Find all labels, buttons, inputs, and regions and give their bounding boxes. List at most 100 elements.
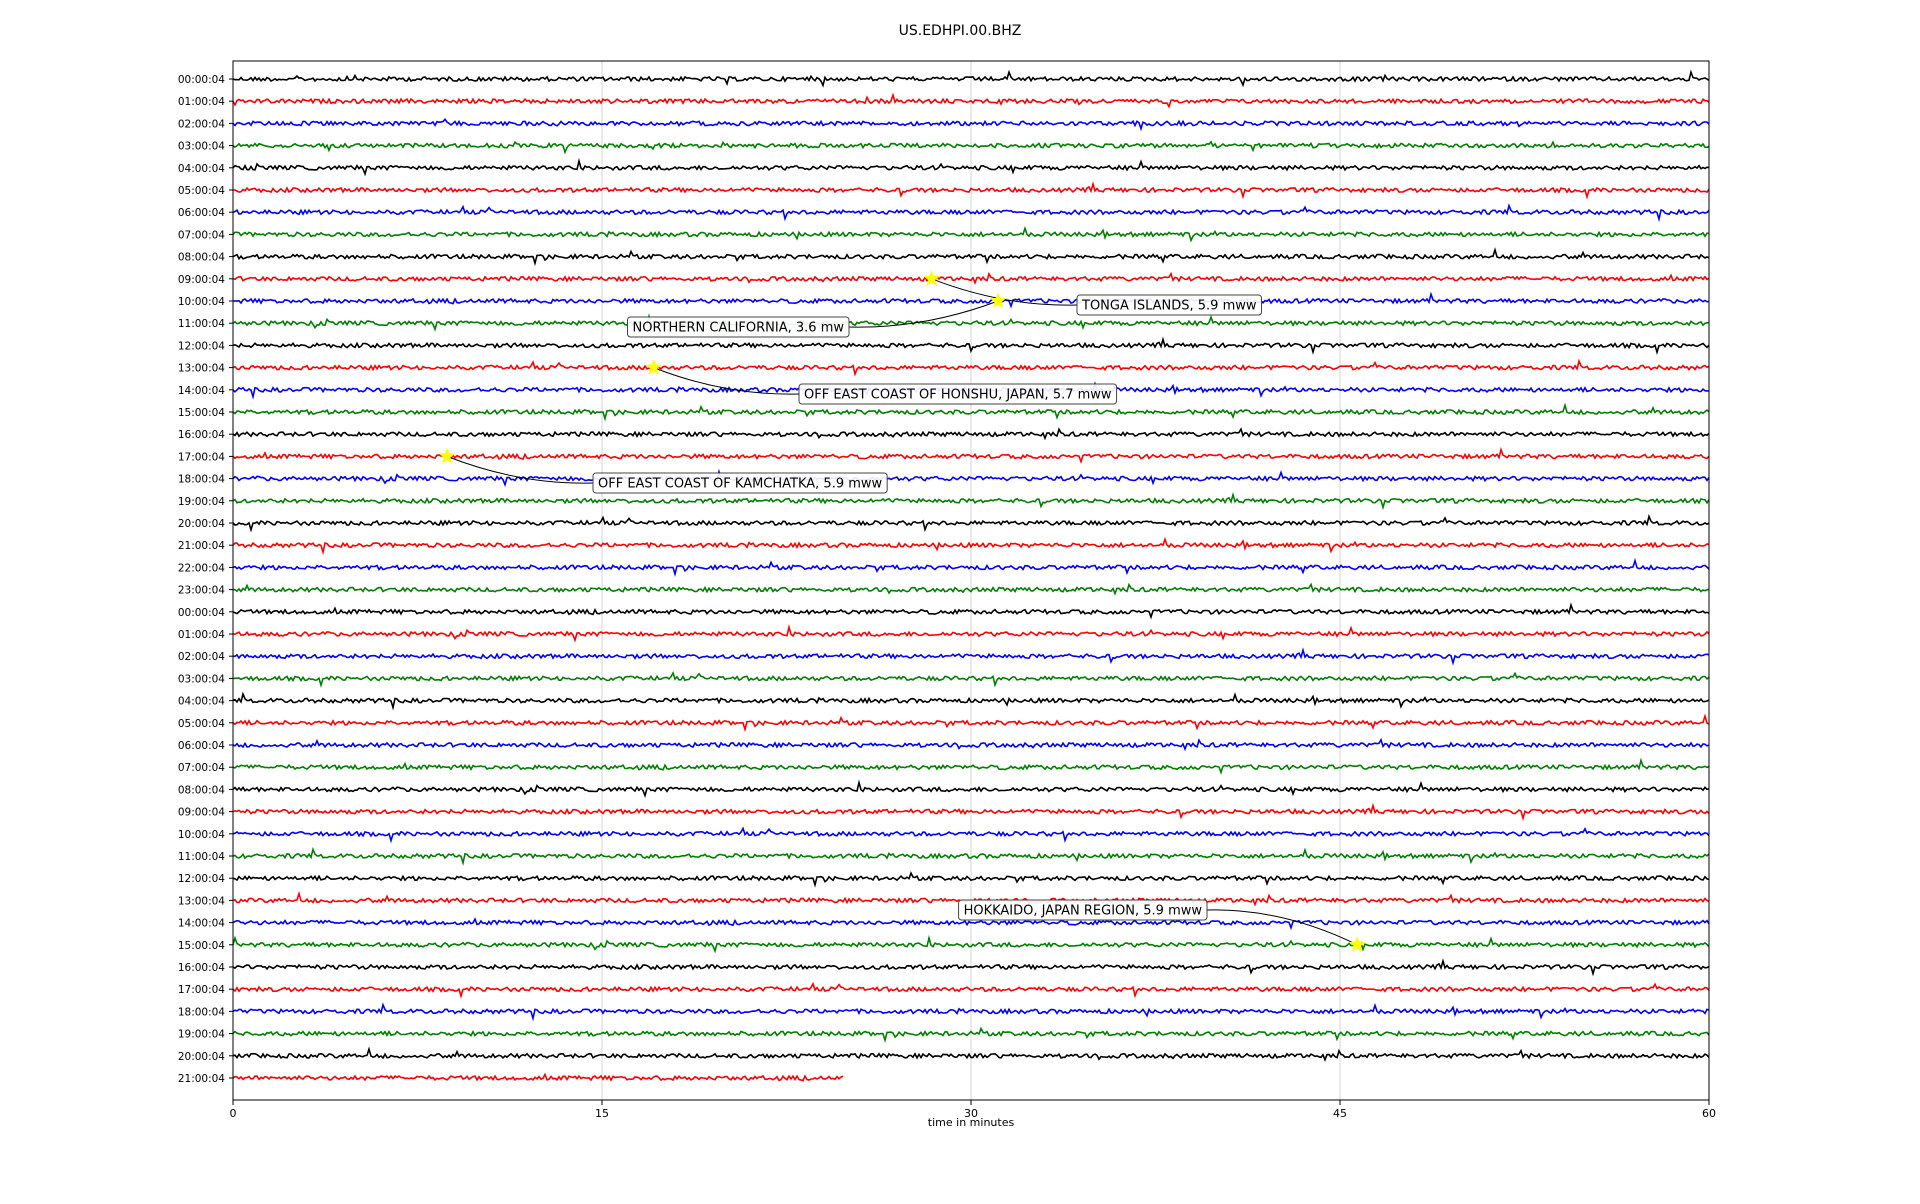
trace-line xyxy=(232,1002,1710,1022)
row-time-label: 07:00:04 xyxy=(178,762,225,774)
row-time-label: 14:00:04 xyxy=(178,385,225,397)
row-time-label: 01:00:04 xyxy=(178,96,225,108)
trace-line xyxy=(232,557,1710,577)
event-annotation: NORTHERN CALIFORNIA, 3.6 mw xyxy=(627,292,1007,338)
trace-line xyxy=(232,313,1710,332)
row-time-label: 09:00:04 xyxy=(178,807,225,819)
event-annotation: TONGA ISLANDS, 5.9 mww xyxy=(923,270,1263,316)
trace-line xyxy=(232,934,1710,954)
row-time-label: 15:00:04 xyxy=(178,407,225,419)
event-star-marker xyxy=(1348,936,1366,952)
trace-line xyxy=(232,1046,1710,1062)
row-time-label: 04:00:04 xyxy=(178,163,225,175)
event-label-box xyxy=(627,316,850,338)
trace-line xyxy=(232,757,1710,775)
row-time-label: 16:00:04 xyxy=(178,429,225,441)
trace-line xyxy=(232,118,1710,132)
event-label: NORTHERN CALIFORNIA, 3.6 mw xyxy=(633,321,845,336)
trace-line xyxy=(232,670,1710,689)
trace-line xyxy=(232,958,1710,977)
row-time-label: 19:00:04 xyxy=(178,496,225,508)
event-label: OFF EAST COAST OF HONSHU, JAPAN, 5.7 mww xyxy=(804,388,1112,403)
trace-line xyxy=(232,826,1710,844)
row-time-label: 09:00:04 xyxy=(178,274,225,286)
row-time-label: 06:00:04 xyxy=(178,207,225,219)
event-label: HOKKAIDO, JAPAN REGION, 5.9 mww xyxy=(964,904,1203,919)
trace-line xyxy=(232,92,1710,109)
trace-line xyxy=(232,737,1710,752)
trace-line xyxy=(232,247,1710,267)
event-connector xyxy=(1206,909,1358,946)
row-time-label: 20:00:04 xyxy=(178,518,225,530)
row-time-label: 04:00:04 xyxy=(178,696,225,708)
row-time-label: 17:00:04 xyxy=(178,984,225,996)
row-time-label: 10:00:04 xyxy=(178,296,225,308)
trace-line xyxy=(232,336,1710,356)
row-time-label: 14:00:04 xyxy=(178,918,225,930)
event-label: OFF EAST COAST OF KAMCHATKA, 5.9 mww xyxy=(598,477,883,492)
row-time-label: 01:00:04 xyxy=(178,629,225,641)
row-time-label: 21:00:04 xyxy=(178,540,225,552)
event-label-box xyxy=(798,383,1118,405)
row-time-label: 10:00:04 xyxy=(178,829,225,841)
row-time-label: 19:00:04 xyxy=(178,1029,225,1041)
event-star-marker xyxy=(438,447,456,464)
row-time-label: 08:00:04 xyxy=(178,784,225,796)
event-label-box xyxy=(592,472,888,494)
x-tick-label: 15 xyxy=(595,1107,609,1120)
row-time-label: 12:00:04 xyxy=(178,873,225,885)
trace-line xyxy=(232,536,1710,556)
row-time-label: 05:00:04 xyxy=(178,185,225,197)
row-time-label: 15:00:04 xyxy=(178,940,225,952)
trace-line xyxy=(232,779,1710,798)
seismogram-traces xyxy=(232,69,1710,1082)
row-time-label: 08:00:04 xyxy=(178,252,225,264)
chart-title: US.EDHPI.00.BHZ xyxy=(899,23,1022,39)
row-time-label: 17:00:04 xyxy=(178,451,225,463)
event-annotation: HOKKAIDO, JAPAN REGION, 5.9 mww xyxy=(958,899,1366,952)
x-tick-label: 60 xyxy=(1702,1107,1716,1120)
row-time-label: 18:00:04 xyxy=(178,1006,225,1018)
event-label-box xyxy=(1076,294,1263,316)
trace-line xyxy=(232,157,1710,177)
x-tick-label: 30 xyxy=(964,1107,978,1120)
trace-line xyxy=(232,1026,1710,1044)
event-connector xyxy=(446,455,594,484)
event-annotations: TONGA ISLANDS, 5.9 mww NORTHERN CALIFORNI… xyxy=(438,270,1366,952)
event-star-marker xyxy=(923,270,940,286)
x-tick-label: 45 xyxy=(1333,1107,1347,1120)
trace-line xyxy=(232,513,1710,533)
trace-line xyxy=(232,468,1710,488)
row-time-label: 03:00:04 xyxy=(178,141,225,153)
event-label-box xyxy=(958,899,1208,921)
trace-line xyxy=(232,647,1710,666)
row-time-label: 22:00:04 xyxy=(178,562,225,574)
trace-line xyxy=(232,846,1710,867)
row-time-label: 07:00:04 xyxy=(178,229,225,241)
event-annotation: OFF EAST COAST OF KAMCHATKA, 5.9 mww xyxy=(438,447,888,494)
row-time-label: 21:00:04 xyxy=(178,1073,225,1085)
row-time-label: 13:00:04 xyxy=(178,895,225,907)
trace-line xyxy=(232,871,1710,888)
trace-line xyxy=(232,582,1710,596)
row-time-label: 05:00:04 xyxy=(178,718,225,730)
row-time-label: 06:00:04 xyxy=(178,740,225,752)
row-time-label: 18:00:04 xyxy=(178,474,225,486)
x-axis-ticks: 0 15 30 45 60 xyxy=(230,1100,1716,1120)
event-label: TONGA ISLANDS, 5.9 mww xyxy=(1081,299,1257,314)
row-time-label: 02:00:04 xyxy=(178,651,225,663)
event-connector xyxy=(653,367,800,395)
row-time-label: 16:00:04 xyxy=(178,962,225,974)
event-star-marker xyxy=(989,292,1007,309)
trace-line xyxy=(232,624,1710,643)
trace-line xyxy=(232,140,1710,155)
event-star-marker xyxy=(645,358,662,375)
trace-line xyxy=(232,225,1710,243)
row-time-label: 00:00:04 xyxy=(178,74,225,86)
row-time-label: 03:00:04 xyxy=(178,673,225,685)
row-time-label: 11:00:04 xyxy=(178,851,225,863)
trace-line xyxy=(232,917,1710,931)
trace-line xyxy=(232,1072,844,1082)
